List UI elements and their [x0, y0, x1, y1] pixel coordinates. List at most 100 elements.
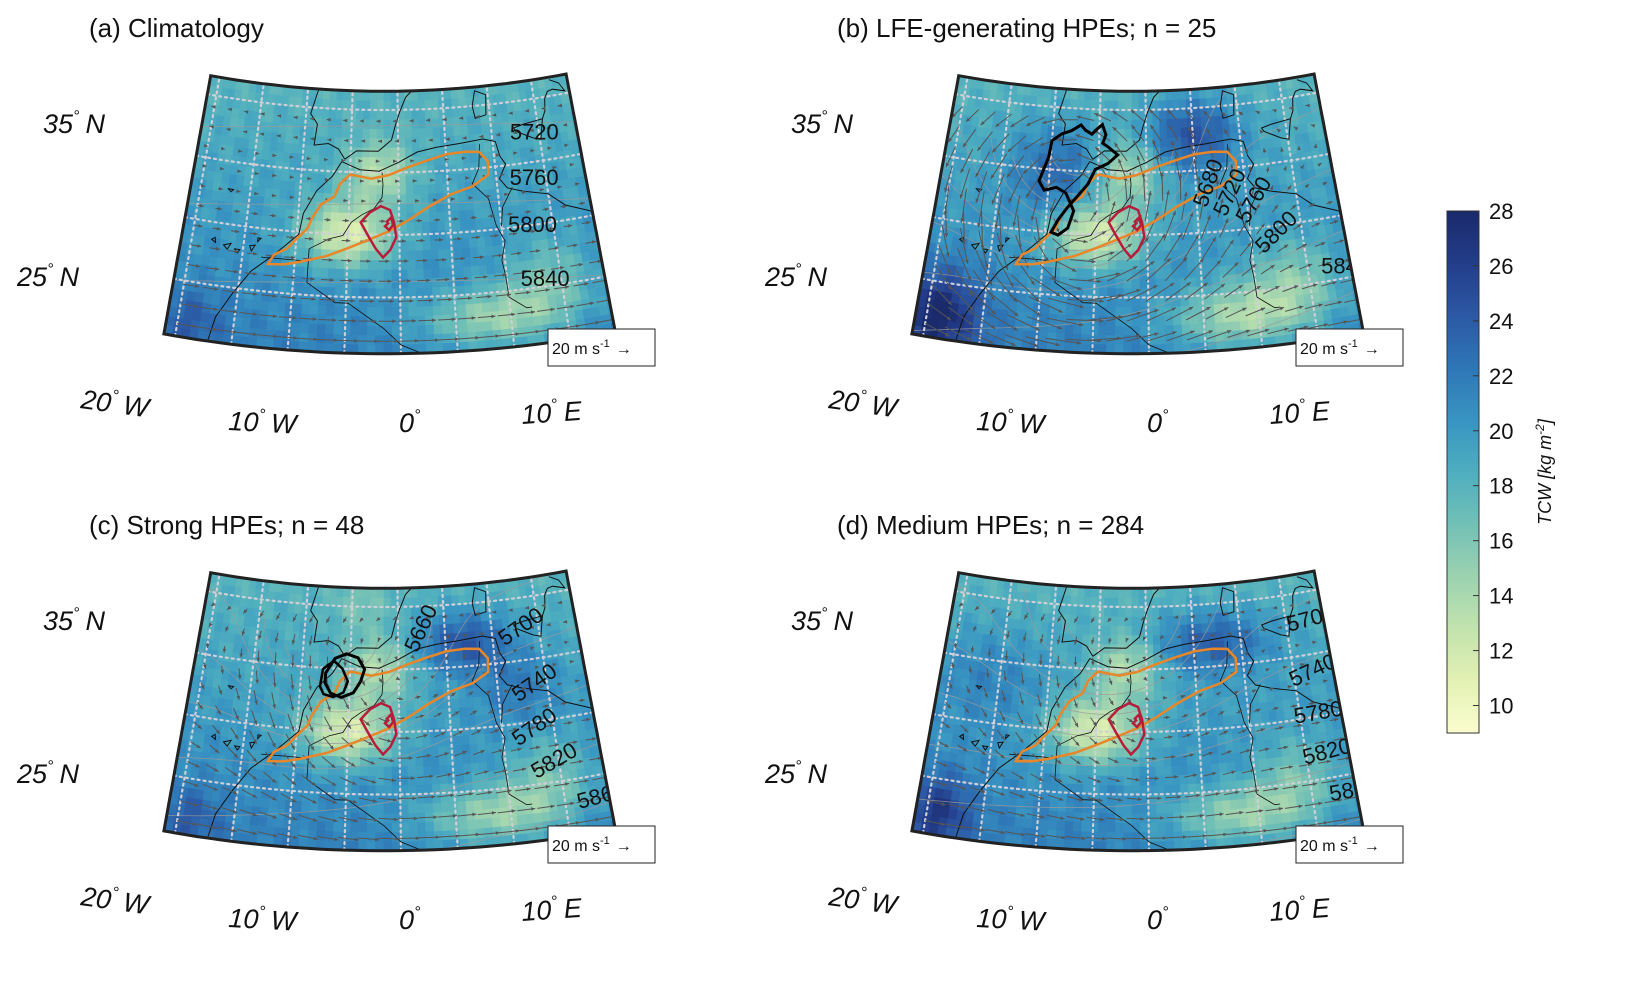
wind-arrow-head: [1283, 745, 1289, 750]
wind-arrow-head: [1276, 128, 1281, 133]
wind-arrow: [941, 224, 950, 257]
wind-arrow-head: [291, 275, 296, 280]
longitude-label: 20°W: [78, 880, 153, 921]
wind-arrow-head: [442, 614, 447, 619]
wind-arrow: [975, 151, 991, 178]
wind-arrow: [995, 193, 1003, 229]
wind-arrow-head: [1198, 693, 1203, 698]
wind-arrow-head: [1172, 331, 1177, 335]
wind-arrow-head: [536, 745, 541, 750]
wind-arrow-head: [344, 138, 349, 143]
wind-arrow-head: [1246, 749, 1251, 753]
wind-arrow-head: [575, 821, 580, 825]
parallel: [954, 588, 1319, 609]
wind-arrow-head: [531, 807, 536, 811]
wind-arrow-head: [1061, 835, 1066, 840]
red-region-outline: [1107, 701, 1146, 757]
wind-arrow-head: [1154, 332, 1159, 336]
coastlines: [955, 79, 1341, 354]
wind-arrow-head: [272, 294, 277, 298]
wind-vectors: [177, 103, 616, 343]
coastline: [1058, 585, 1094, 657]
country-border: [1219, 144, 1281, 309]
wind-arrow-head: [1283, 166, 1287, 171]
wind-arrow-head: [1099, 319, 1104, 323]
wind-arrow-head: [349, 743, 354, 748]
wind-arrow-head: [1173, 775, 1179, 779]
wind-arrow-head: [214, 287, 219, 291]
wind-arrow-head: [468, 296, 473, 300]
wind-arrow-head: [211, 105, 216, 109]
wind-arrow-head: [1150, 261, 1155, 265]
wind-arrow-head: [546, 622, 551, 627]
wind-arrow-head: [409, 615, 414, 620]
wind-arrow: [956, 247, 972, 282]
wind-arrow: [1146, 331, 1177, 342]
wind-arrow-head: [1079, 322, 1084, 327]
wind-arrow-head: [253, 252, 258, 256]
wind-arrow-head: [346, 238, 351, 243]
wind-arrow: [938, 244, 951, 275]
wind-arrow-head: [1260, 307, 1266, 312]
parallel: [172, 275, 606, 299]
scale-label: 20 m s-1 →: [552, 338, 632, 358]
wind-arrow-head: [201, 183, 206, 188]
wind-arrow-head: [1162, 836, 1167, 840]
wind-arrow-head: [1091, 682, 1095, 687]
wind-arrow-head: [1020, 700, 1024, 705]
wind-arrow-head: [347, 258, 352, 263]
wind-arrow-head: [254, 700, 258, 705]
wind-arrow-head: [511, 809, 516, 813]
wind-arrow: [1106, 289, 1141, 302]
wind-arrow-head: [586, 718, 591, 722]
wind-arrow-head: [995, 123, 1000, 127]
wind-arrow-head: [1026, 122, 1031, 126]
wind-arrow-head: [1114, 142, 1119, 147]
wind-arrow-head: [578, 263, 583, 267]
wind-arrow-head: [1302, 743, 1307, 747]
wind-arrow-head: [310, 746, 315, 751]
parallel: [183, 214, 595, 237]
wind-arrow-head: [1136, 155, 1141, 161]
coastline: [955, 635, 1341, 839]
wind-arrow-head: [1227, 750, 1232, 754]
wind-arrow: [977, 191, 985, 228]
wind-arrow-head: [1056, 741, 1061, 746]
wind-arrow-head: [1074, 618, 1078, 623]
wind-arrow-head: [990, 174, 995, 179]
wind-arrow: [1137, 155, 1146, 182]
wind-arrow-head: [1108, 660, 1112, 665]
wind-arrow: [1032, 256, 1057, 281]
wind-arrow-head: [215, 247, 220, 251]
wind-arrow-head: [1196, 793, 1201, 798]
wind-arrow-head: [1199, 814, 1204, 818]
wind-arrow-head: [455, 711, 460, 715]
wind-arrow-head: [1108, 638, 1112, 644]
island: [256, 237, 263, 243]
wind-arrow-head: [1260, 728, 1265, 732]
wind-arrow-head: [258, 635, 262, 640]
hemisphere: W: [869, 390, 901, 424]
wind-arrow-head: [1315, 222, 1320, 227]
wind-arrow-head: [1208, 330, 1213, 334]
wind-arrow: [959, 227, 969, 264]
wind-arrow-head: [1213, 673, 1218, 677]
wind-arrow-head: [199, 204, 204, 208]
wind-arrow-head: [1081, 836, 1086, 841]
wind-arrow-head: [235, 209, 240, 213]
wind-arrow-head: [325, 641, 330, 646]
meridian: [1034, 87, 1058, 352]
wind-arrow-head: [213, 307, 218, 311]
wind-arrow-head: [945, 332, 950, 336]
wind-arrow-head: [513, 627, 518, 632]
wind-arrow-head: [393, 159, 397, 163]
island: [1219, 90, 1235, 119]
wind-arrow-head: [559, 762, 565, 767]
wind-arrow-head: [1256, 608, 1261, 612]
wind-arrow-head: [1317, 162, 1322, 167]
contour-line: [166, 742, 600, 817]
wind-arrow-head: [1201, 712, 1207, 717]
coastline: [1058, 88, 1094, 160]
wind-arrow-head: [1001, 716, 1005, 722]
wind-arrow: [970, 289, 997, 315]
